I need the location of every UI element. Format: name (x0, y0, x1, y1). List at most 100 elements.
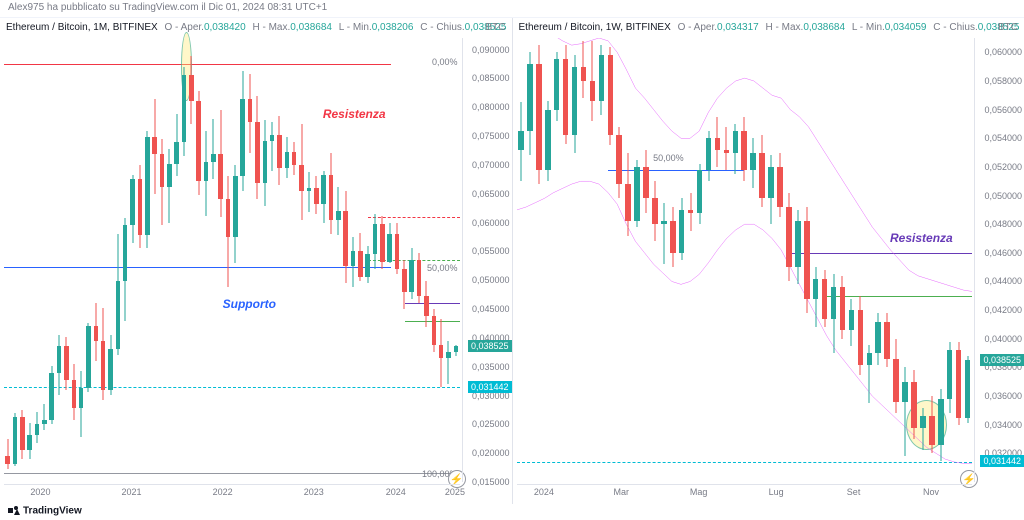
candle (616, 38, 622, 482)
candle (226, 38, 231, 482)
candle (759, 38, 765, 482)
candle (277, 38, 282, 482)
chart-monthly[interactable]: Ethereum / Bitcoin, 1M, BITFINEX O - Ape… (0, 18, 513, 504)
candle (86, 38, 91, 482)
candle (72, 38, 77, 482)
candle (795, 38, 801, 482)
candle (116, 38, 121, 482)
candle (387, 38, 392, 482)
candle (358, 38, 363, 482)
y-tick: 0,050000 (472, 275, 510, 285)
candle (786, 38, 792, 482)
candle (527, 38, 533, 482)
candle (661, 38, 667, 482)
xaxis-right: 2024MarMagLugSetNov (517, 484, 973, 504)
candle (196, 38, 201, 482)
candle (35, 38, 40, 482)
candle (563, 38, 569, 482)
candle (417, 38, 422, 482)
candle (130, 38, 135, 482)
candle (572, 38, 578, 482)
candle (688, 38, 694, 482)
candle (255, 38, 260, 482)
candle (285, 38, 290, 482)
candle (634, 38, 640, 482)
candle (174, 38, 179, 482)
candle (57, 38, 62, 482)
candle (956, 38, 962, 482)
candle (27, 38, 32, 482)
charts-container: Ethereum / Bitcoin, 1M, BITFINEX O - Ape… (0, 18, 1024, 504)
candle (831, 38, 837, 482)
y-tick: 0,065000 (472, 189, 510, 199)
chart-weekly[interactable]: Ethereum / Bitcoin, 1W, BITFINEX O - Ape… (513, 18, 1024, 504)
price-tag: 0,031442 (980, 455, 1024, 467)
candle (608, 38, 614, 482)
y-tick: 0,050000 (984, 191, 1022, 201)
candle (454, 38, 459, 482)
y-tick: 0,046000 (984, 248, 1022, 258)
y-tick: 0,075000 (472, 131, 510, 141)
candle (101, 38, 106, 482)
y-tick: 0,085000 (472, 73, 510, 83)
candle (813, 38, 819, 482)
candle (777, 38, 783, 482)
legend-right: Ethereum / Bitcoin, 1W, BITFINEX O - Ape… (519, 22, 1020, 33)
x-tick: 2021 (122, 487, 142, 497)
x-tick: Set (847, 487, 861, 497)
candle (804, 38, 810, 482)
tradingview-icon (8, 505, 20, 517)
x-tick: 2022 (213, 487, 233, 497)
y-tick: 0,060000 (984, 47, 1022, 57)
candle (706, 38, 712, 482)
candle (189, 38, 194, 482)
x-tick: Mag (690, 487, 708, 497)
candle (911, 38, 917, 482)
candle (652, 38, 658, 482)
x-tick: Lug (769, 487, 784, 497)
price-tag: 0,038525 (980, 354, 1024, 366)
annotation: Supporto (223, 297, 276, 311)
candle (307, 38, 312, 482)
candle (947, 38, 953, 482)
annotation: Resistenza (890, 231, 953, 245)
candle (545, 38, 551, 482)
y-tick: 0,058000 (984, 76, 1022, 86)
candle (554, 38, 560, 482)
candle (240, 38, 245, 482)
candle (670, 38, 676, 482)
candle (840, 38, 846, 482)
candle (248, 38, 253, 482)
candle (42, 38, 47, 482)
site: TradingView.com (122, 2, 198, 13)
candle (741, 38, 747, 482)
candle (518, 38, 524, 482)
candle (643, 38, 649, 482)
candle (929, 38, 935, 482)
author: Alex975 (8, 2, 44, 13)
candle (182, 38, 187, 482)
annotation: 50,00% (653, 153, 684, 163)
candle (211, 38, 216, 482)
y-tick: 0,044000 (984, 276, 1022, 286)
plot-right[interactable]: Resistenza50,00%⚡ (517, 38, 973, 482)
candle (625, 38, 631, 482)
candle (893, 38, 899, 482)
yaxis-right: 0,0320000,0340000,0360000,0380000,040000… (974, 38, 1024, 482)
plot-left[interactable]: 0,00%50,00%100,00%ResistenzaSupporto⚡ (4, 38, 460, 482)
candle (263, 38, 268, 482)
footer-brand: TradingView (0, 504, 90, 520)
y-tick: 0,052000 (984, 162, 1022, 172)
y-tick: 0,048000 (984, 219, 1022, 229)
candle (204, 38, 209, 482)
candle (424, 38, 429, 482)
candle (49, 38, 54, 482)
candle (5, 38, 10, 482)
candle (233, 38, 238, 482)
x-tick: 2020 (30, 487, 50, 497)
xaxis-left: 202020212022202320242025 (4, 484, 460, 504)
candle (292, 38, 297, 482)
candle (373, 38, 378, 482)
candle (270, 38, 275, 482)
candle (858, 38, 864, 482)
